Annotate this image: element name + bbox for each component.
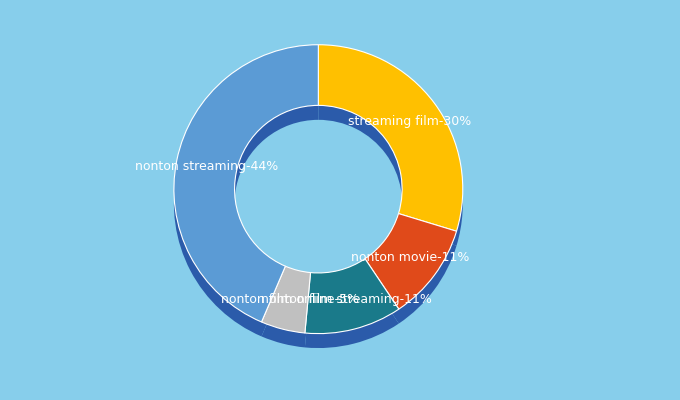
Wedge shape bbox=[262, 281, 311, 348]
Wedge shape bbox=[318, 59, 463, 246]
Wedge shape bbox=[365, 214, 456, 309]
Text: nonton film streaming-11%: nonton film streaming-11% bbox=[261, 293, 432, 306]
Wedge shape bbox=[318, 45, 463, 231]
Wedge shape bbox=[174, 59, 318, 336]
Text: nonton movie-11%: nonton movie-11% bbox=[351, 250, 469, 264]
Wedge shape bbox=[365, 228, 456, 324]
Text: streaming film-30%: streaming film-30% bbox=[348, 115, 472, 128]
Wedge shape bbox=[174, 45, 318, 322]
Text: nonton streaming-44%: nonton streaming-44% bbox=[135, 160, 278, 173]
Text: nonton film online-5%: nonton film online-5% bbox=[221, 293, 359, 306]
Wedge shape bbox=[262, 266, 311, 333]
Wedge shape bbox=[305, 259, 398, 334]
Wedge shape bbox=[305, 273, 398, 348]
